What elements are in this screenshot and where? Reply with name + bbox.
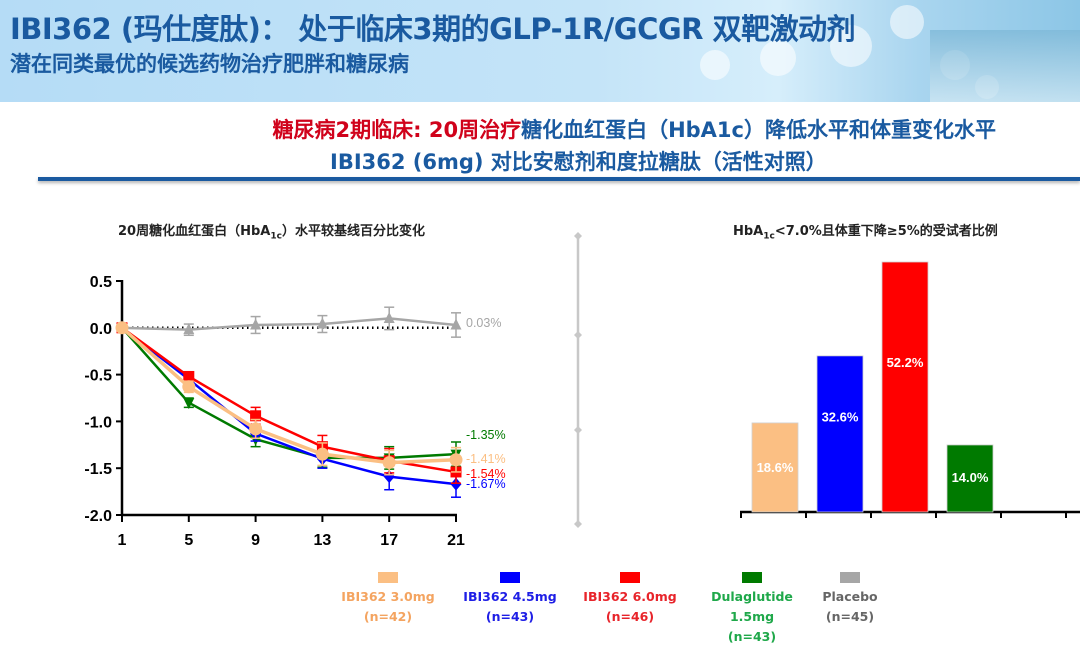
end-label: -1.54% bbox=[466, 467, 506, 481]
line-chart-title-post: ）水平较基线百分比变化 bbox=[281, 224, 425, 239]
line-chart-title-sub: 1c bbox=[270, 231, 282, 242]
bar-chart-title-post: <7.0%且体重下降≥5%的受试者比例 bbox=[774, 224, 998, 239]
legend-n: (n=43) bbox=[485, 609, 535, 624]
bar-ibi_6mg bbox=[881, 261, 929, 513]
x-tick-label: 9 bbox=[251, 532, 260, 549]
legend-n: (n=42) bbox=[363, 609, 413, 624]
bokeh-decoration bbox=[700, 50, 730, 80]
line-chart: 0.5 0.0 -0.5 -1.0 -1.5 -2.0 1 5 9 13 17 21 0.03% -1.3… bbox=[84, 274, 506, 549]
bokeh-decoration bbox=[830, 25, 872, 67]
x-tick-label: 13 bbox=[314, 532, 332, 549]
legend-swatch bbox=[378, 572, 398, 583]
x-tick-label: 17 bbox=[380, 532, 398, 549]
data-point bbox=[316, 317, 328, 329]
y-tick-label: -0.5 bbox=[84, 368, 112, 385]
legend-item: Dulaglutide 1.5mg (n=43) bbox=[688, 572, 816, 647]
end-label: -1.67% bbox=[466, 477, 506, 491]
data-point bbox=[115, 321, 129, 335]
header-banner: IBI362 (玛仕度肽)： 处于临床3期的GLP-1R/GCGR 双靶激动剂 … bbox=[0, 0, 1080, 102]
end-label: -1.41% bbox=[466, 452, 506, 466]
y-tick-label: -1.5 bbox=[84, 461, 112, 478]
series-line bbox=[121, 326, 457, 460]
bar-chart-title-pre: HbA bbox=[733, 224, 764, 239]
data-point bbox=[250, 318, 262, 330]
series-ibi_3mg: -1.41% bbox=[115, 321, 506, 476]
legend-label: Dulaglutide 1.5mg bbox=[711, 589, 793, 624]
end-label: 0.03% bbox=[466, 316, 501, 330]
bar-chart-title: HbA1c<7.0%且体重下降≥5%的受试者比例 bbox=[733, 220, 998, 242]
legend-n: (n=46) bbox=[605, 609, 655, 624]
bar-value-label: 52.2% bbox=[887, 355, 924, 370]
bokeh-decoration bbox=[890, 5, 924, 39]
section-heading-red: 糖尿病2期临床: 20周治疗 bbox=[272, 118, 522, 142]
y-tick-label: -2.0 bbox=[84, 508, 112, 525]
data-point bbox=[315, 447, 329, 461]
legend-item: IBI362 4.5mg (n=43) bbox=[460, 572, 560, 627]
bar-dula bbox=[946, 444, 994, 513]
bar-chart-title-sub: 1c bbox=[763, 231, 775, 242]
data-point bbox=[249, 422, 263, 436]
building-image bbox=[930, 30, 1080, 102]
x-tick-label: 5 bbox=[184, 532, 193, 549]
line-chart-title: 20周糖化血红蛋白（HbA1c）水平较基线百分比变化 bbox=[118, 220, 425, 242]
legend-n: (n=43) bbox=[727, 629, 777, 644]
legend-n: (n=45) bbox=[825, 609, 875, 624]
bar-value-label: 32.6% bbox=[822, 409, 859, 424]
legend-swatch bbox=[742, 572, 762, 583]
data-point bbox=[450, 318, 462, 330]
legend-item: Placebo (n=45) bbox=[815, 572, 885, 627]
bar-chart: 18.6% 32.6% 52.2% 14.0% bbox=[740, 261, 1080, 518]
legend-label: IBI362 6.0mg bbox=[583, 589, 677, 604]
vertical-separator bbox=[574, 232, 582, 528]
x-tick-label: 1 bbox=[118, 532, 127, 549]
series-placebo: 0.03% bbox=[116, 306, 501, 338]
series-dula: -1.35% bbox=[116, 323, 506, 470]
series-line bbox=[121, 317, 457, 331]
page-title: IBI362 (玛仕度肽)： 处于临床3期的GLP-1R/GCGR 双靶激动剂 bbox=[10, 12, 856, 46]
series-line bbox=[121, 326, 457, 474]
data-point bbox=[183, 370, 195, 382]
section-subheading: IBI362 (6mg) 对比安慰剂和度拉糖肽（活性对照） bbox=[330, 150, 827, 174]
legend-swatch bbox=[620, 572, 640, 583]
y-tick-label: 0.0 bbox=[90, 321, 112, 338]
legend-label: IBI362 3.0mg bbox=[341, 589, 435, 604]
y-tick-label: -1.0 bbox=[84, 414, 112, 431]
data-point bbox=[450, 477, 462, 491]
legend-label: Placebo bbox=[822, 589, 878, 604]
section-heading-blue: 糖化血红蛋白（HbA1c）降低水平和体重变化水平 bbox=[521, 118, 996, 142]
series-line bbox=[120, 326, 457, 465]
legend-item: IBI362 6.0mg (n=46) bbox=[576, 572, 684, 627]
series-line bbox=[121, 326, 457, 486]
x-tick-label: 21 bbox=[447, 532, 465, 549]
data-point bbox=[383, 311, 395, 323]
data-point bbox=[382, 456, 396, 470]
data-point bbox=[183, 323, 195, 335]
data-point bbox=[250, 410, 262, 422]
bar-value-label: 18.6% bbox=[757, 460, 794, 475]
legend-swatch bbox=[500, 572, 520, 583]
line-chart-title-pre: 20周糖化血红蛋白（HbA bbox=[118, 224, 271, 239]
legend-label: IBI362 4.5mg bbox=[463, 589, 557, 604]
data-point bbox=[449, 453, 463, 467]
bar-ibi_3mg bbox=[751, 422, 799, 513]
bar-value-label: 14.0% bbox=[952, 470, 989, 485]
bokeh-decoration bbox=[760, 40, 796, 76]
y-tick-label: 0.5 bbox=[90, 274, 112, 291]
section-heading: 糖尿病2期临床: 20周治疗糖化血红蛋白（HbA1c）降低水平和体重变化水平 bbox=[273, 114, 996, 144]
divider-rule bbox=[38, 177, 1080, 181]
data-point bbox=[182, 380, 196, 394]
legend-swatch bbox=[840, 572, 860, 583]
bar-ibi_45mg bbox=[816, 355, 864, 513]
page-subtitle: 潜在同类最优的候选药物治疗肥胖和糖尿病 bbox=[10, 52, 409, 76]
data-point bbox=[183, 398, 195, 410]
end-label: -1.35% bbox=[466, 428, 506, 442]
legend-item: IBI362 3.0mg (n=42) bbox=[332, 572, 444, 627]
